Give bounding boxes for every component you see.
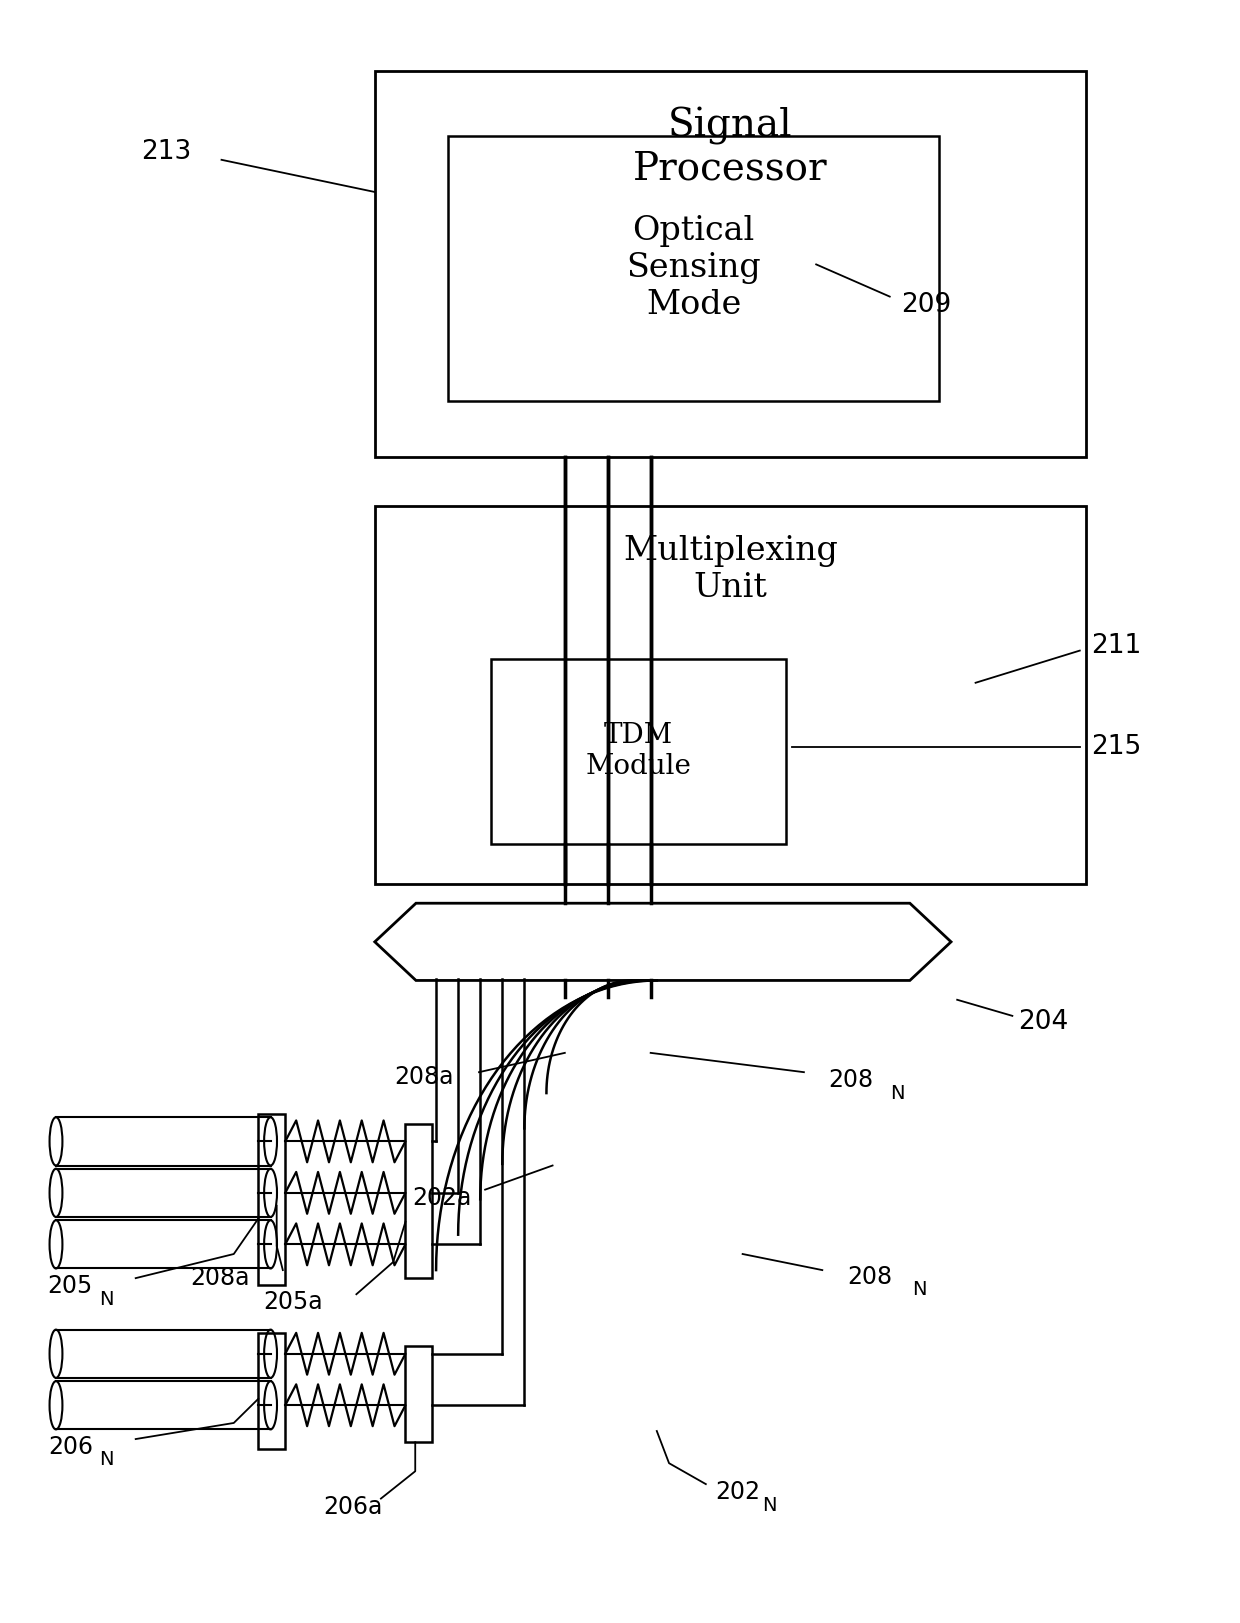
- Text: 215: 215: [1091, 734, 1142, 760]
- Text: 202: 202: [715, 1480, 760, 1505]
- Text: N: N: [763, 1495, 776, 1514]
- Text: Multiplexing
Unit: Multiplexing Unit: [622, 534, 838, 604]
- Text: 206a: 206a: [324, 1495, 382, 1519]
- Text: 208a: 208a: [394, 1065, 454, 1089]
- Text: TDM
Module: TDM Module: [585, 722, 692, 781]
- Text: Signal
Processor: Signal Processor: [634, 107, 827, 188]
- Text: 213: 213: [141, 138, 191, 166]
- Text: 211: 211: [1091, 633, 1142, 659]
- Text: N: N: [890, 1084, 904, 1102]
- Text: 205a: 205a: [264, 1290, 324, 1315]
- Text: 205: 205: [47, 1274, 93, 1298]
- Text: 208: 208: [847, 1264, 892, 1289]
- Text: 204: 204: [1018, 1010, 1068, 1035]
- Text: Optical
Sensing
Mode: Optical Sensing Mode: [626, 216, 761, 321]
- Text: N: N: [911, 1281, 926, 1298]
- Text: N: N: [99, 1451, 113, 1469]
- Text: 206: 206: [48, 1435, 93, 1459]
- Text: N: N: [99, 1290, 113, 1308]
- Text: 208a: 208a: [190, 1266, 249, 1290]
- Text: 209: 209: [901, 292, 951, 318]
- Text: 208: 208: [828, 1068, 873, 1092]
- Text: 202a: 202a: [413, 1186, 472, 1209]
